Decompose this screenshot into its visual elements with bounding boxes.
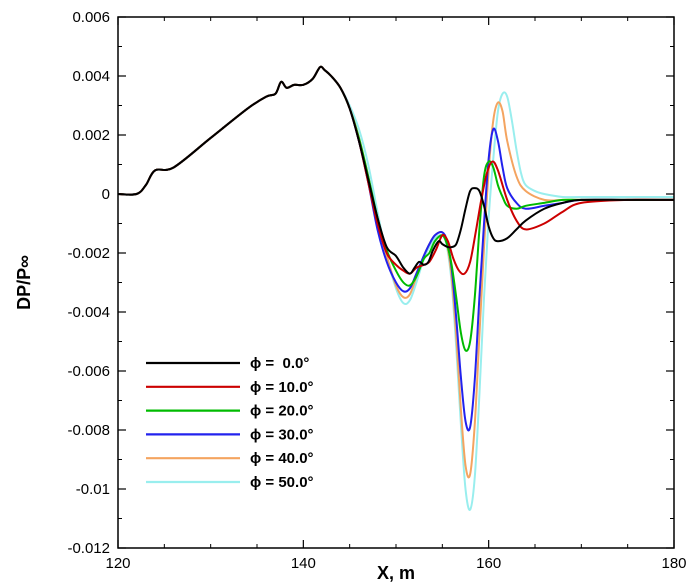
y-tick-label: -0.008 [67, 422, 110, 439]
y-tick-label: 0.002 [72, 127, 110, 144]
y-tick-label: -0.004 [67, 304, 110, 321]
plot-frame [117, 16, 675, 549]
y-axis-ticks: 0.006 0.004 0.002 0 -0.002 -0.004 -0.006 -0.008… [67, 9, 674, 557]
y-tick-label: -0.01 [76, 481, 110, 498]
legend-label: ϕ = 40.0° [250, 450, 314, 467]
x-tick-label: 140 [291, 555, 316, 572]
x-tick-label: 160 [476, 555, 501, 572]
legend-label: ϕ = 30.0° [250, 426, 314, 443]
x-axis-ticks: 120 140 160 180 [105, 17, 687, 572]
series-line-3 [117, 65, 674, 432]
legend-label: ϕ = 50.0° [250, 474, 314, 491]
y-tick-label: -0.002 [67, 245, 110, 262]
x-tick-label: 180 [661, 555, 686, 572]
plot-series-group [117, 65, 675, 511]
y-tick-label: 0.004 [72, 68, 110, 85]
series-line-0 [117, 65, 674, 275]
y-axis-title: DP/P∞ [14, 255, 34, 310]
series-line-5 [117, 65, 674, 511]
series-line-1 [117, 65, 675, 276]
y-tick-label: -0.006 [67, 363, 110, 380]
legend-label: ϕ = 0.0° [250, 355, 309, 372]
y-tick-label: 0 [102, 186, 110, 203]
y-tick-label: -0.012 [67, 540, 110, 557]
x-tick-label: 120 [105, 555, 130, 572]
legend-label: ϕ = 20.0° [250, 403, 314, 420]
legend-label: ϕ = 10.0° [250, 379, 314, 396]
series-line-2 [117, 65, 674, 352]
legend: ϕ = 0.0° ϕ = 10.0° ϕ = 20.0° ϕ = 30.0° ϕ = 4… [146, 355, 314, 491]
x-axis-title: X, m [377, 563, 415, 583]
y-tick-label: 0.006 [72, 9, 110, 26]
